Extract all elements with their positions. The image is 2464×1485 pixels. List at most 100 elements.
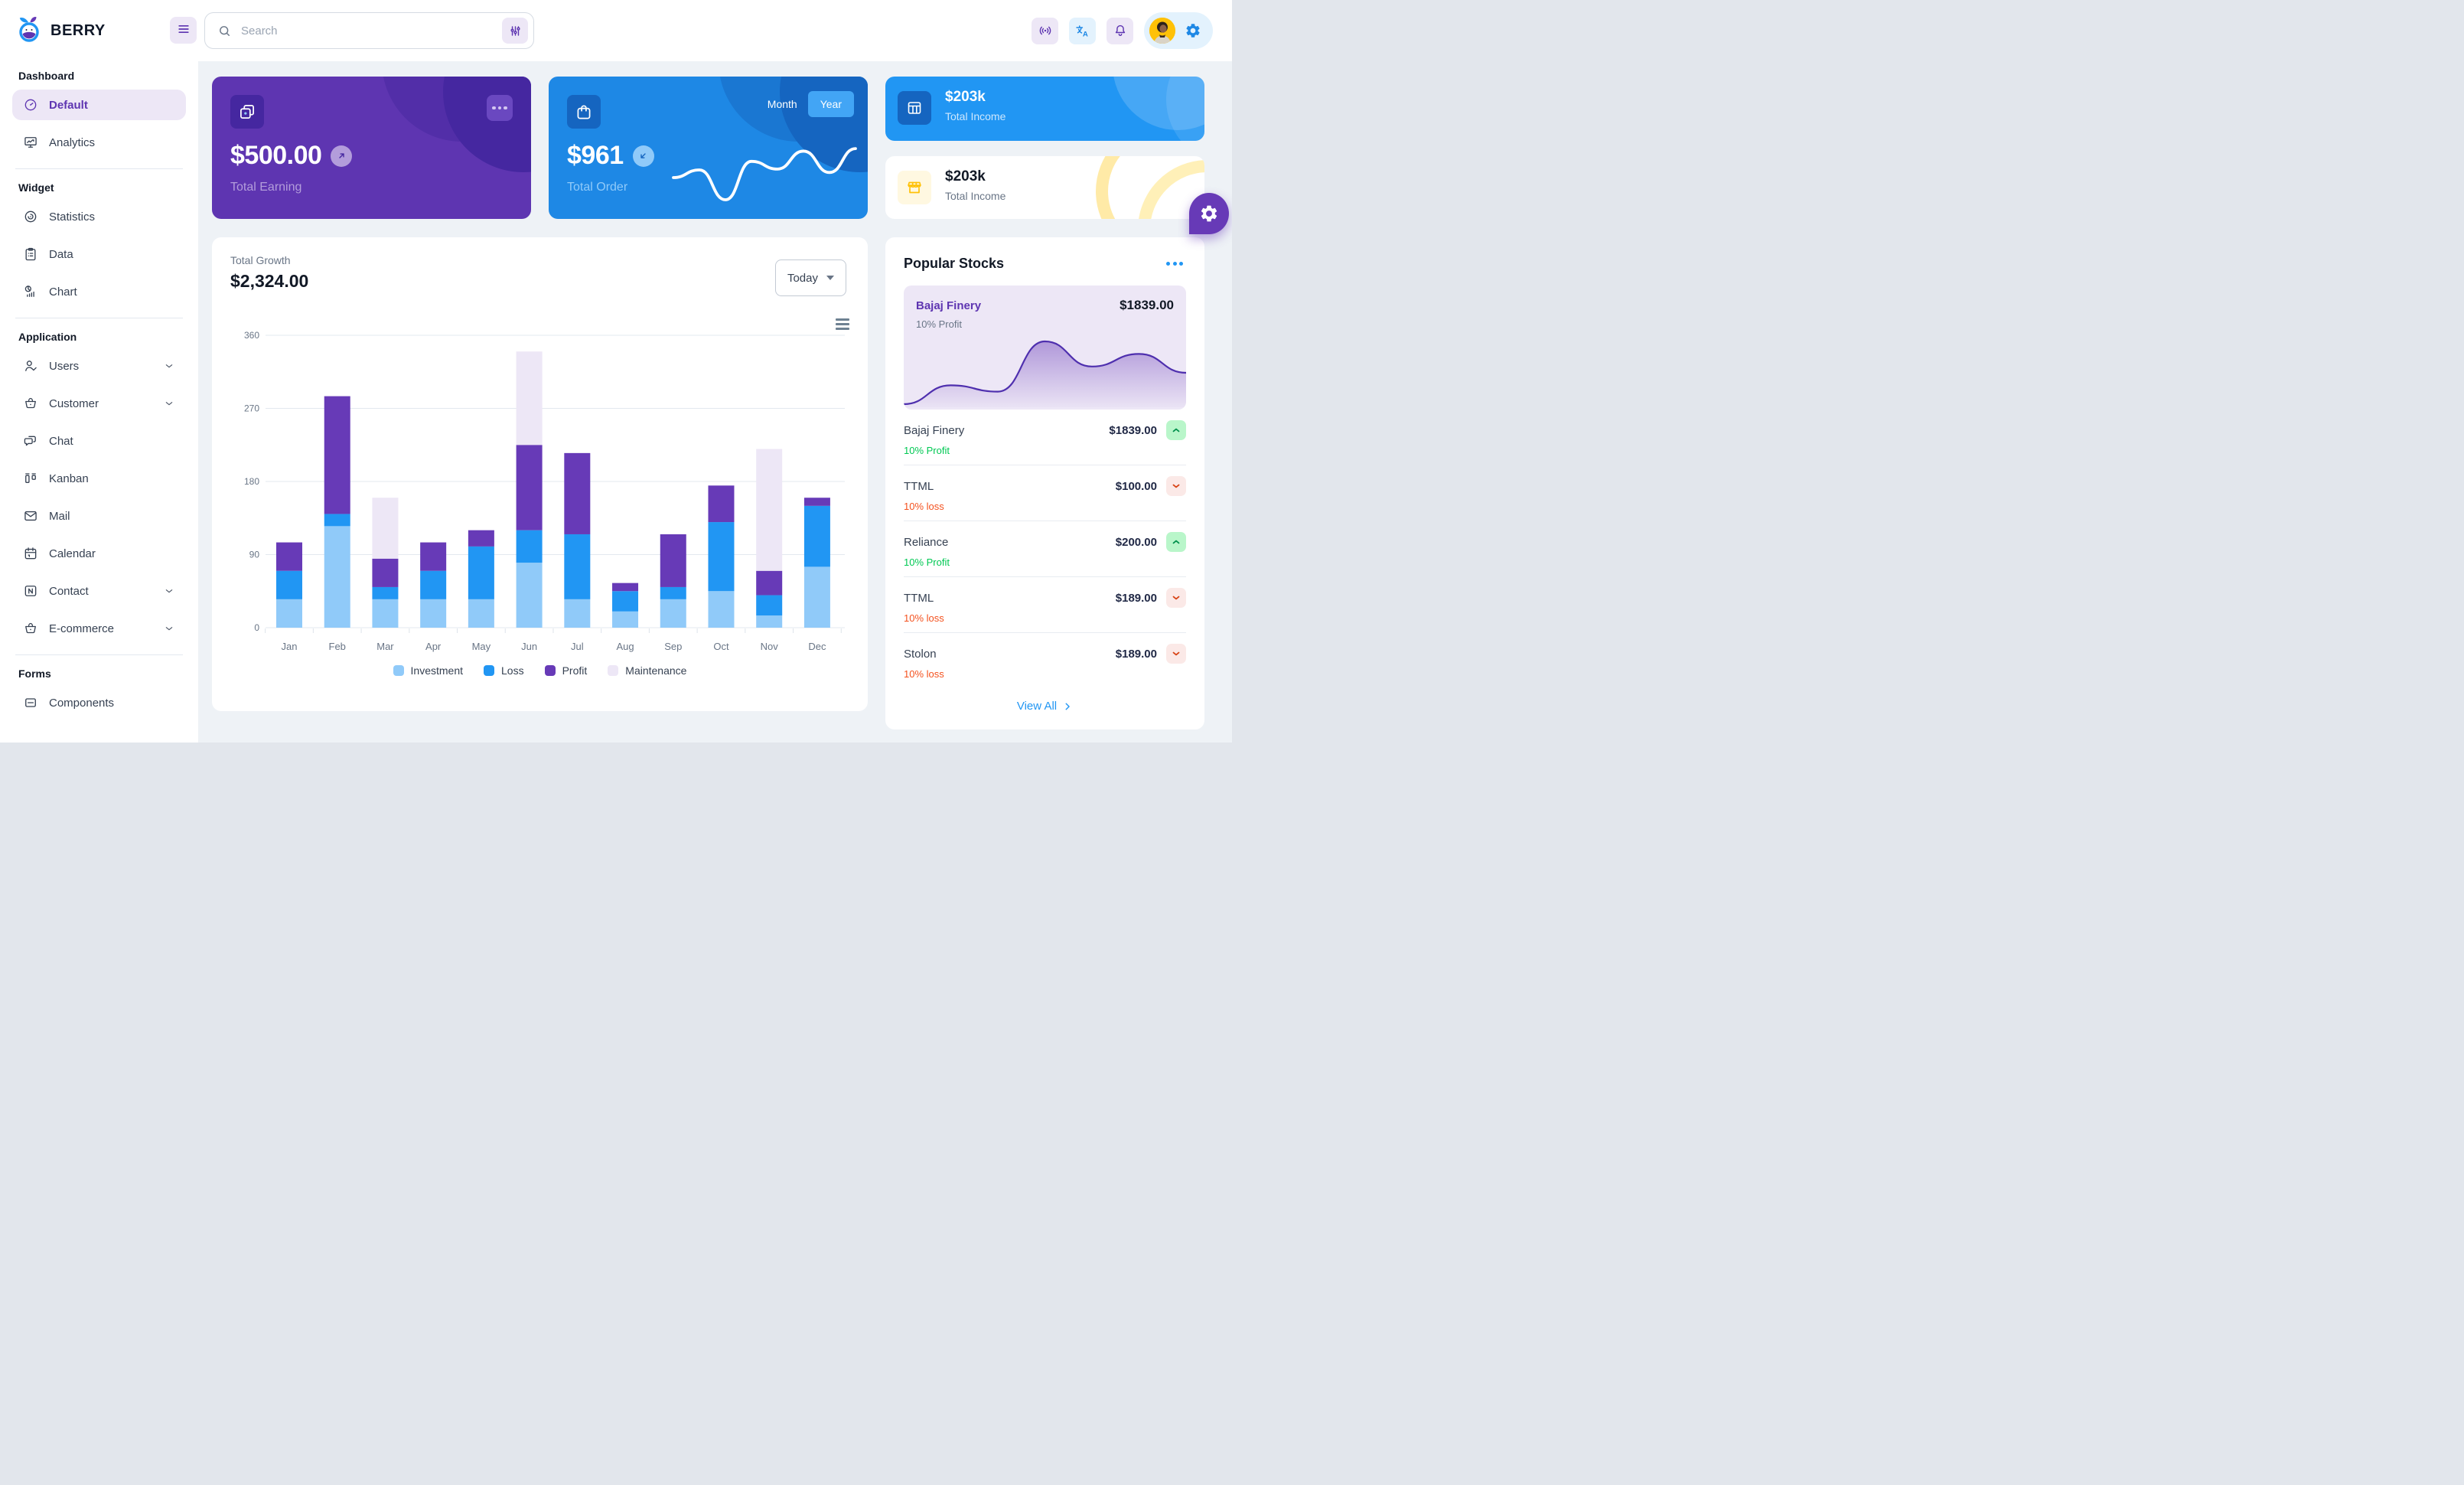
sidebar-item-data[interactable]: Data	[12, 239, 186, 269]
featured-stock-area-chart	[904, 335, 1186, 410]
sidebar-item-customer[interactable]: Customer	[12, 388, 186, 419]
stock-row-bajaj-finery[interactable]: Bajaj Finery $1839.00 10% Profit	[904, 410, 1186, 465]
legend-item-investment[interactable]: Investment	[393, 664, 463, 677]
svg-text:Nov: Nov	[761, 641, 779, 652]
sidebar-item-label: Components	[49, 696, 115, 710]
svg-text:Apr: Apr	[425, 641, 442, 652]
svg-text:A: A	[1083, 30, 1088, 38]
total-growth-card: Total Growth $2,324.00 Today 0 90 180 270 36…	[212, 237, 868, 711]
stock-name: TTML	[904, 591, 934, 605]
featured-stock-subtitle: 10% Profit	[916, 318, 962, 330]
chevron-up-icon	[1166, 532, 1186, 552]
kanban-icon	[23, 471, 38, 486]
stock-price: $189.00	[1115, 591, 1157, 605]
sidebar-item-e-commerce[interactable]: E-commerce	[12, 613, 186, 644]
sidebar-item-analytics[interactable]: Analytics	[12, 127, 186, 158]
calendar-icon	[23, 546, 38, 561]
broadcast-icon	[1038, 23, 1053, 38]
sidebar-item-calendar[interactable]: Calendar	[12, 538, 186, 569]
menu-toggle-button[interactable]	[170, 17, 197, 44]
featured-stock-name: Bajaj Finery	[916, 299, 982, 312]
trend-down-icon	[632, 145, 654, 167]
svg-text:270: 270	[244, 403, 259, 414]
sidebar-item-default[interactable]: Default	[12, 90, 186, 120]
header-actions: A	[1032, 12, 1213, 49]
view-all-link[interactable]: View All	[904, 699, 1186, 713]
legend-swatch	[544, 665, 556, 676]
chevron-down-icon	[826, 276, 834, 280]
more-options-button[interactable]	[1163, 259, 1186, 269]
month-button[interactable]: Month	[758, 92, 807, 116]
profile-menu[interactable]	[1144, 12, 1213, 49]
sidebar-item-label: Chat	[49, 434, 73, 448]
ecommerce-icon	[23, 621, 38, 636]
total-earning-label: Total Earning	[230, 181, 302, 194]
stock-row-reliance[interactable]: Reliance $200.00 10% Profit	[904, 521, 1186, 577]
legend-item-loss[interactable]: Loss	[484, 664, 524, 677]
sidebar-divider	[15, 168, 183, 169]
featured-stock-card[interactable]: Bajaj Finery $1839.00 10% Profit	[904, 286, 1186, 410]
range-select[interactable]: Today	[774, 259, 846, 296]
stock-change: 10% loss	[904, 501, 944, 512]
legend-item-maintenance[interactable]: Maintenance	[608, 664, 686, 677]
sidebar-item-label: Data	[49, 247, 73, 261]
total-order-label: Total Order	[567, 181, 628, 194]
sidebar-item-chart[interactable]: Chart	[12, 276, 186, 307]
year-button[interactable]: Year	[807, 91, 854, 117]
svg-text:180: 180	[244, 476, 259, 487]
stock-name: TTML	[904, 479, 934, 493]
search-input[interactable]	[240, 23, 494, 38]
sidebar-item-components[interactable]: Components	[12, 687, 186, 718]
sidebar-item-users[interactable]: Users	[12, 351, 186, 381]
stock-row-ttml[interactable]: TTML $100.00 10% loss	[904, 465, 1186, 521]
chart-icon	[23, 284, 38, 299]
notification-bell-icon	[1113, 23, 1128, 38]
chart-menu-icon[interactable]	[834, 317, 851, 331]
stock-name: Reliance	[904, 535, 949, 549]
customize-fab[interactable]	[1189, 193, 1229, 234]
broadcast-button[interactable]	[1032, 17, 1058, 44]
search-bar	[204, 12, 534, 49]
svg-text:Sep: Sep	[664, 641, 682, 652]
sidebar-item-contact[interactable]: Contact	[12, 576, 186, 606]
chevron-down-icon	[163, 622, 175, 635]
total-income-amount: $203k	[945, 89, 986, 105]
app-header: BERRY A	[0, 0, 1232, 61]
total-income-card-blue: $203k Total Income	[885, 77, 1204, 141]
menu-icon	[176, 21, 191, 39]
stock-change: 10% Profit	[904, 445, 950, 456]
svg-text:Aug: Aug	[616, 641, 634, 652]
stock-row-ttml[interactable]: TTML $189.00 10% loss	[904, 577, 1186, 633]
translate-button[interactable]: A	[1069, 17, 1096, 44]
popular-stocks-card: Popular Stocks Bajaj Finery $1839.00 10%…	[885, 237, 1204, 729]
chart-legend: Investment Loss Profit Maintenance	[212, 664, 868, 677]
stock-list: Bajaj Finery $1839.00 10% Profit TTML $100.0…	[904, 410, 1186, 688]
sidebar-item-label: Default	[49, 98, 88, 112]
avatar	[1149, 18, 1175, 44]
stock-price: $189.00	[1115, 647, 1157, 661]
sidebar-section-dashboard: Dashboard	[18, 70, 75, 82]
svg-text:Jan: Jan	[282, 641, 298, 652]
sidebar-item-kanban[interactable]: Kanban	[12, 463, 186, 494]
notifications-button[interactable]	[1107, 17, 1133, 44]
trend-up-icon	[331, 145, 353, 167]
total-order-card: Month Year $961 Total Order	[549, 77, 868, 219]
total-income-amount: $203k	[945, 168, 986, 184]
more-options-button[interactable]	[487, 95, 513, 121]
sidebar-item-chat[interactable]: Chat	[12, 426, 186, 456]
legend-item-profit[interactable]: Profit	[544, 664, 587, 677]
filter-sliders-icon[interactable]	[502, 18, 528, 44]
sidebar-item-label: Statistics	[49, 210, 96, 224]
brand-logo[interactable]: BERRY	[18, 15, 106, 47]
sidebar-item-mail[interactable]: Mail	[12, 501, 186, 531]
stock-price: $1839.00	[1109, 423, 1157, 437]
chevron-down-icon	[163, 360, 175, 372]
sidebar-item-statistics[interactable]: Statistics	[12, 201, 186, 232]
components-icon	[23, 695, 38, 710]
chevron-down-icon	[1166, 588, 1186, 608]
period-toggle: Month Year	[758, 91, 854, 117]
total-income-label: Total Income	[945, 190, 1006, 202]
sidebar-item-label: Calendar	[49, 547, 96, 560]
stock-row-stolon[interactable]: Stolon $189.00 10% loss	[904, 633, 1186, 688]
svg-text:May: May	[472, 641, 491, 652]
